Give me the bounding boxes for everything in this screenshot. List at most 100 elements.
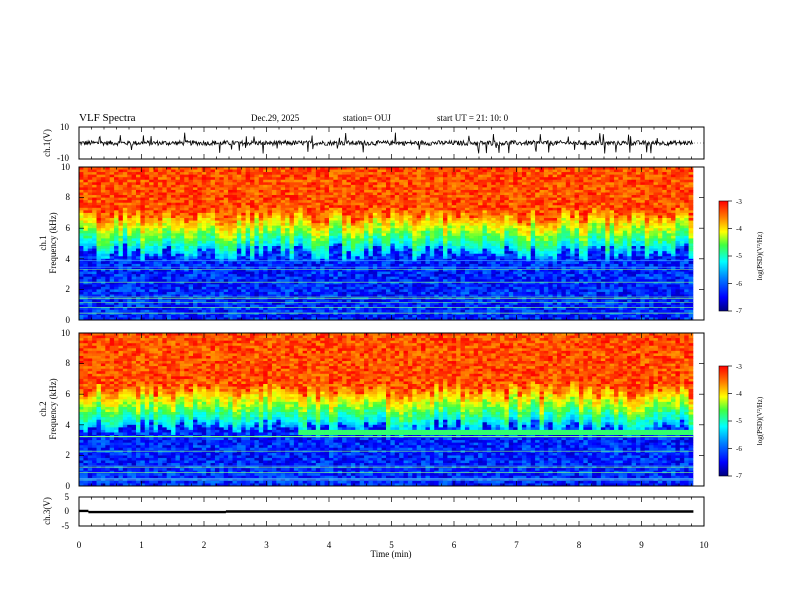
spectrogram-cell (399, 177, 404, 181)
spectrogram-cell (184, 187, 189, 191)
spectrogram-cell (377, 235, 382, 239)
spectrogram-cell (171, 210, 176, 214)
spectrogram-cell (127, 167, 132, 170)
spectrogram-cell (337, 230, 343, 234)
spectrogram-cell (100, 225, 106, 229)
spectrogram-cell (359, 182, 365, 186)
spectrogram-cell (390, 246, 396, 249)
spectrogram-cell (263, 256, 268, 260)
spectrogram-cell (184, 233, 189, 237)
spectrogram-cell (324, 218, 330, 221)
spectrogram-cell (302, 246, 308, 249)
spectrogram-cell (140, 200, 146, 203)
spectrogram-cell (403, 174, 409, 178)
spectrogram-cell (412, 202, 417, 206)
spectrogram-cell (324, 220, 330, 224)
spectrogram-cell (298, 314, 303, 318)
spectrogram-cell (171, 251, 176, 254)
spectrogram-cell (258, 304, 264, 308)
spectrogram-cell (364, 187, 369, 191)
spectrogram-cell (429, 294, 435, 298)
spectrogram-cell (131, 294, 137, 298)
spectrogram-cell (381, 284, 387, 288)
spectrogram-cell (254, 286, 260, 290)
spectrogram-cell (381, 233, 387, 237)
spectrogram-cell (289, 299, 295, 303)
spectrogram-cell (359, 284, 365, 288)
spectrogram-cell (298, 200, 303, 203)
spectrogram-cell (381, 276, 387, 280)
spectrogram-cell (350, 261, 356, 265)
spectrogram-cell (105, 299, 110, 303)
spectrogram-cell (228, 243, 233, 247)
spectrogram-cell (285, 266, 290, 270)
spectrogram-cell (131, 195, 137, 198)
spectrogram-cell (350, 266, 356, 270)
spectrogram-cell (92, 304, 97, 308)
spectrogram-cell (289, 187, 295, 191)
spectrogram-cell (232, 258, 238, 262)
spectrogram-cell (140, 225, 146, 229)
spectrogram-cell (386, 184, 391, 188)
spectrogram-cell (96, 235, 102, 239)
spectrogram-cell (236, 276, 242, 280)
spectrogram-cell (350, 240, 356, 244)
spectrogram-cell (307, 197, 312, 201)
spectrogram-cell (372, 269, 378, 272)
spectrogram-cell (197, 235, 203, 239)
spectrogram-cell (87, 307, 93, 311)
spectrogram-cell (149, 167, 154, 170)
spectrogram-cell (206, 279, 211, 283)
spectrogram-cell (346, 248, 352, 252)
spectrogram-cell (118, 215, 124, 219)
spectrogram-cell (328, 230, 334, 234)
spectrogram-cell (285, 251, 290, 254)
spectrogram-cell (337, 189, 343, 193)
spectrogram-cell (258, 274, 264, 277)
spectrogram-cell (403, 253, 409, 257)
spectrogram-cell (364, 215, 369, 219)
spectrogram-cell (232, 212, 238, 216)
spectrogram-cell (250, 177, 255, 181)
spectrogram-cell (342, 207, 347, 211)
spectrogram-cell (412, 312, 417, 316)
spectrogram-cell (390, 187, 396, 191)
spectrogram-cell (136, 307, 141, 311)
spectrogram-cell (236, 246, 242, 249)
spectrogram-cell (302, 197, 308, 201)
spectrogram-cell (311, 225, 317, 229)
spectrogram-cell (390, 225, 396, 229)
spectrogram-cell (386, 276, 391, 280)
spectrogram-cell (267, 263, 273, 267)
spectrogram-cell (109, 174, 115, 178)
spectrogram-cell (346, 179, 352, 183)
spectrogram-cell (118, 314, 124, 318)
spectrogram-cell (346, 284, 352, 288)
spectrogram-cell (206, 281, 211, 285)
spectrogram-cell (228, 205, 233, 209)
spectrogram-cell (311, 261, 317, 265)
spectrogram-cell (416, 289, 422, 293)
spectrogram-cell (232, 182, 238, 186)
spectrogram-cell (149, 266, 154, 270)
spectrogram-cell (241, 212, 246, 216)
spectrogram-cell (83, 200, 89, 203)
spectrogram-cell (210, 271, 216, 275)
spectrogram-cell (359, 215, 365, 219)
spectrogram-cell (307, 192, 312, 196)
spectrogram-cell (179, 302, 185, 305)
spectrogram-cell (285, 177, 290, 181)
spectrogram-cell (285, 230, 290, 234)
spectrogram-cell (285, 184, 290, 188)
spectrogram-cell (241, 281, 246, 285)
spectrogram-cell (136, 281, 141, 285)
spectrogram-cell (381, 269, 387, 272)
spectrogram-cell (390, 228, 396, 232)
spectrogram-cell (407, 207, 413, 211)
spectrogram-cell (179, 299, 185, 303)
spectrogram-cell (236, 238, 242, 242)
spectrogram-cell (328, 205, 334, 209)
spectrogram-cell (109, 266, 115, 270)
spectrogram-cell (394, 286, 400, 290)
spectrogram-cell (228, 256, 233, 260)
